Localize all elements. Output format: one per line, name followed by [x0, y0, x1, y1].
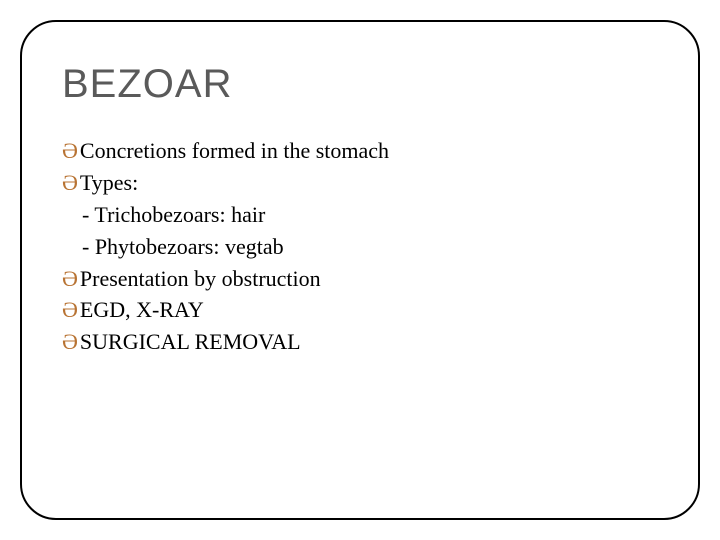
- list-item: Ə SURGICAL REMOVAL: [62, 326, 658, 358]
- list-item: Ə EGD, X-RAY: [62, 294, 658, 326]
- list-item: Ə Concretions formed in the stomach: [62, 135, 658, 167]
- bullet-text: Types:: [80, 167, 138, 199]
- bullet-text: Presentation by obstruction: [80, 263, 321, 295]
- slide-frame: BEZOAR Ə Concretions formed in the stoma…: [20, 20, 700, 520]
- slide-content: Ə Concretions formed in the stomach Ə Ty…: [62, 135, 658, 358]
- list-item: Ə Presentation by obstruction: [62, 263, 658, 295]
- bullet-text: EGD, X-RAY: [80, 294, 204, 326]
- sub-item: - Trichobezoars: hair: [62, 199, 658, 231]
- bullet-icon: Ə: [62, 135, 78, 167]
- bullet-icon: Ə: [62, 263, 78, 295]
- slide-container: BEZOAR Ə Concretions formed in the stoma…: [0, 0, 720, 540]
- bullet-icon: Ə: [62, 167, 78, 199]
- bullet-text: Concretions formed in the stomach: [80, 135, 389, 167]
- bullet-icon: Ə: [62, 294, 78, 326]
- bullet-icon: Ə: [62, 326, 78, 358]
- slide-title: BEZOAR: [62, 62, 658, 107]
- bullet-text: SURGICAL REMOVAL: [80, 326, 301, 358]
- list-item: Ə Types:: [62, 167, 658, 199]
- sub-item: - Phytobezoars: vegtab: [62, 231, 658, 263]
